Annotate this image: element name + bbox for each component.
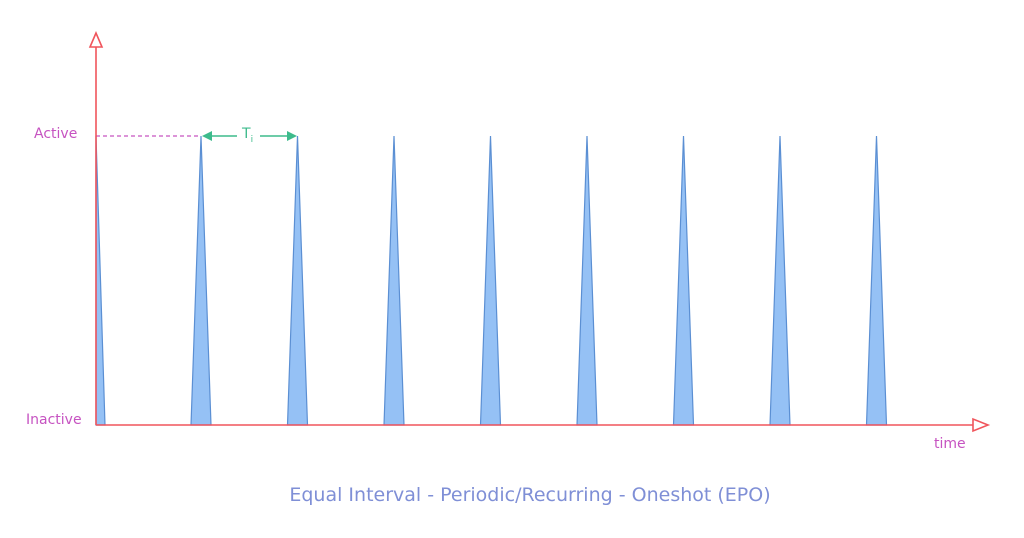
pulse: [95, 135, 106, 426]
time-axis-label: time: [934, 436, 966, 452]
pulse: [672, 135, 695, 426]
pulse: [286, 135, 309, 426]
pulse: [576, 135, 598, 426]
pulse: [383, 135, 405, 426]
axes: [88, 30, 991, 433]
interval-arrow: [202, 131, 297, 141]
pulse-group: [95, 135, 888, 426]
active-level-label: Active: [34, 126, 78, 142]
pulse: [865, 135, 888, 426]
pulse: [769, 135, 791, 426]
pulse: [190, 135, 212, 426]
interval-label-base: T: [242, 126, 251, 142]
interval-label: Ti: [242, 126, 253, 148]
interval-label-subscript: i: [250, 134, 254, 145]
diagram-caption: Equal Interval - Periodic/Recurring - On…: [289, 484, 771, 506]
y-axis-arrow-icon: [88, 30, 104, 48]
x-axis-arrow-icon: [972, 417, 991, 433]
pulse: [479, 135, 502, 426]
inactive-level-label: Inactive: [26, 412, 82, 428]
